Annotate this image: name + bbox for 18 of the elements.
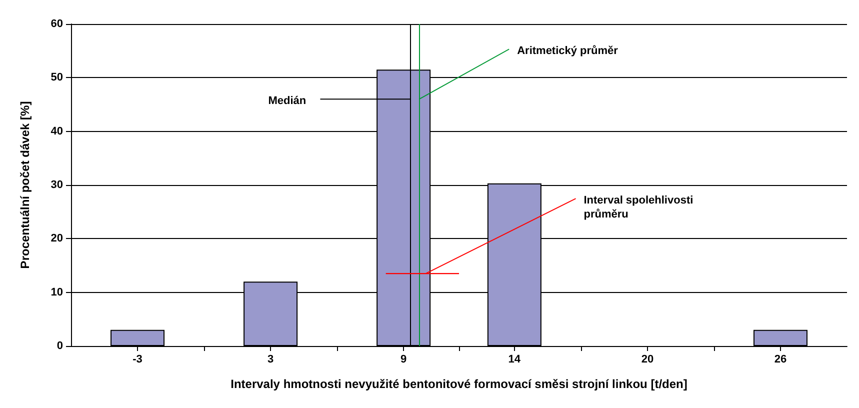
y-tick-label: 60	[50, 18, 63, 30]
y-tick-label: 10	[50, 286, 63, 298]
x-tick-label: 14	[508, 354, 522, 366]
x-tick-label: 20	[641, 354, 654, 366]
y-tick-label: 30	[50, 179, 63, 191]
annotation: Medián	[268, 95, 306, 108]
x-tick-label: 9	[400, 354, 407, 366]
y-tick-label: 50	[50, 72, 63, 84]
y-tick-label: 0	[56, 340, 63, 352]
x-axis-title: Intervaly hmotnosti nevyužité bentonitové formovací směsi strojní linkou [t/den]	[230, 377, 688, 391]
x-tick-label: -3	[132, 354, 142, 366]
annotation: Interval spolehlivosti průměru	[584, 194, 696, 221]
y-tick-label: 20	[50, 232, 63, 245]
x-tick-label: 3	[267, 354, 274, 366]
y-axis-title: Procentuální počet dávek [%]	[18, 101, 32, 269]
annotation: Aritmetický průměr	[517, 45, 619, 58]
y-tick-label: 40	[50, 125, 63, 138]
x-tick-label: 26	[774, 354, 787, 366]
